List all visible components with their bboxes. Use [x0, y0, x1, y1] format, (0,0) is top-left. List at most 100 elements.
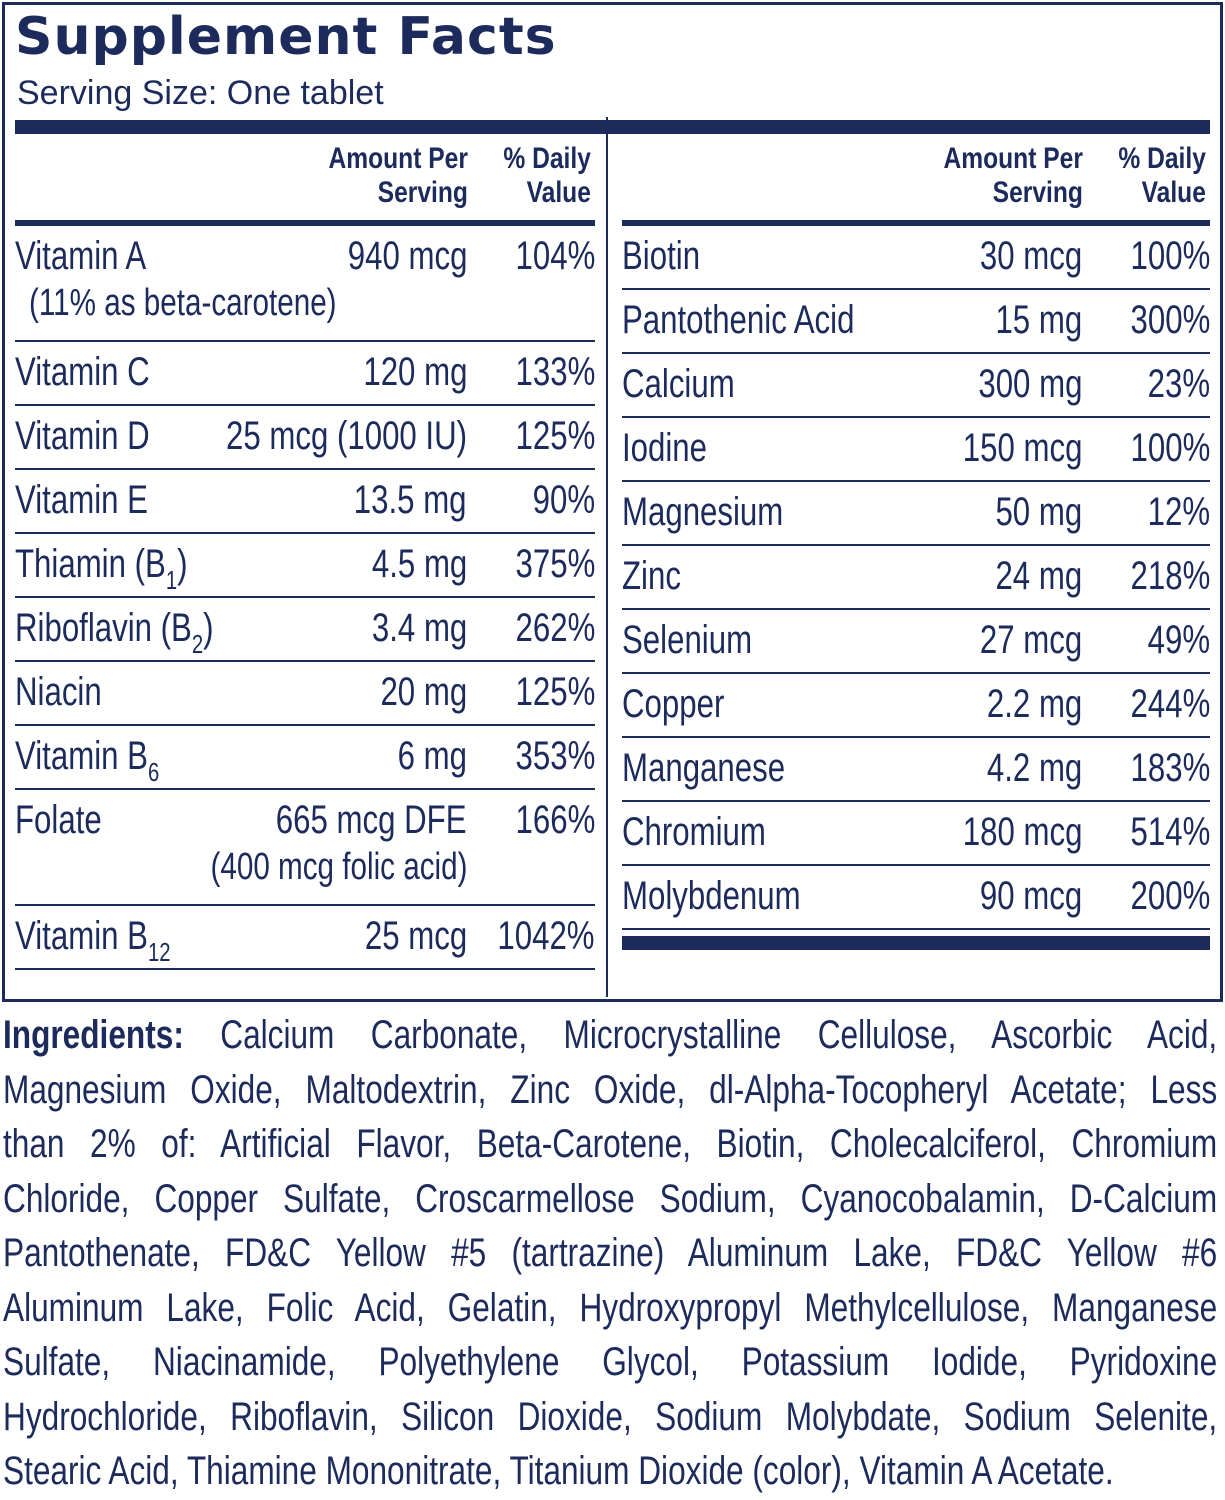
ingredients-line: Sulfate, Niacinamide, Polyethylene Glyco…: [3, 1335, 1217, 1390]
ingredients-line: Chloride, Copper Sulfate, Croscarmellose…: [3, 1172, 1217, 1227]
amount-per-serving: 180 mcg: [962, 810, 1082, 854]
amount-per-serving: 4.5 mg: [371, 542, 467, 586]
nutrient-subscript: 1: [165, 565, 178, 595]
daily-value-percent: 49%: [1147, 618, 1210, 662]
nutrient-name-text: Iodine: [622, 426, 708, 470]
nutrient-name-text: Zinc: [622, 554, 681, 598]
nutrient-name: Selenium: [622, 614, 752, 666]
nutrient-row: Riboflavin (B2) 3.4 mg 262%: [15, 598, 595, 662]
header-rule: [622, 220, 1210, 226]
daily-value-percent: 262%: [515, 606, 595, 650]
amount-per-serving: 665 mcg DFE: [276, 798, 467, 842]
nutrient-name-text: Molybdenum: [622, 874, 801, 918]
amount-per-serving: 6 mg: [397, 734, 467, 778]
daily-value-percent: 200%: [1130, 874, 1210, 918]
column-divider: [606, 117, 608, 997]
supplement-facts-panel: [2, 2, 1223, 1002]
amount-per-serving: 24 mg: [995, 554, 1082, 598]
amount-per-serving: 940 mcg: [347, 234, 467, 278]
nutrient-row: Vitamin E 13.5 mg 90%: [15, 470, 595, 534]
top-divider-bar: [15, 120, 1210, 134]
nutrient-name: Vitamin B6: [15, 730, 160, 787]
nutrient-name-text: Magnesium: [622, 490, 784, 534]
nutrient-name-text: Folate: [15, 798, 102, 842]
nutrient-name: Thiamin (B1): [15, 538, 188, 595]
nutrient-name: Vitamin A: [15, 230, 146, 282]
nutrient-row: Vitamin D 25 mcg (1000 IU) 125%: [15, 406, 595, 470]
daily-value-percent: 353%: [515, 734, 595, 778]
nutrient-name: Iodine: [622, 422, 707, 474]
amount-per-serving: 30 mcg: [979, 234, 1082, 278]
ingredients-statement: Ingredients: Calcium Carbonate, Microcry…: [3, 1008, 1218, 1499]
nutrient-name-text: Thiamin (B: [15, 542, 166, 586]
nutrient-name: Zinc: [622, 550, 681, 602]
nutrient-row: Iodine 150 mcg 100%: [622, 418, 1210, 482]
ingredients-text: Magnesium Oxide, Maltodextrin, Zinc Oxid…: [3, 1067, 1218, 1112]
nutrient-name-text: Niacin: [15, 670, 102, 714]
ingredients-text: Pantothenate, FD&C Yellow #5 (tartrazine…: [3, 1231, 1218, 1275]
nutrient-row: Calcium 300 mg 23%: [622, 354, 1210, 418]
nutrient-row: Copper 2.2 mg 244%: [622, 674, 1210, 738]
daily-value-percent: 514%: [1130, 810, 1210, 854]
header-rule: [15, 220, 595, 226]
daily-value-percent: 244%: [1130, 682, 1210, 726]
nutrient-name-text: Vitamin B: [15, 734, 148, 778]
nutrient-note: (400 mcg folic acid): [210, 846, 467, 888]
ingredients-text: Chloride, Copper Sulfate, Croscarmellose…: [3, 1176, 1218, 1221]
ingredients-text: Stearic Acid, Thiamine Mononitrate, Tita…: [3, 1449, 1114, 1493]
right-column-header: Amount Per Serving % Daily Value: [728, 134, 1210, 220]
ingredients-text: Hydrochloride, Riboflavin, Silicon Dioxi…: [3, 1394, 1218, 1439]
daily-value-percent: 375%: [515, 542, 595, 586]
daily-value-percent: 104%: [515, 234, 595, 278]
nutrient-name: Vitamin E: [15, 474, 148, 526]
nutrient-name: Vitamin B12: [15, 910, 171, 967]
daily-value-percent: 125%: [515, 414, 595, 458]
daily-value-percent: 90%: [532, 478, 595, 522]
nutrient-row: Biotin 30 mcg 100%: [622, 226, 1210, 290]
nutrient-name-text: Calcium: [622, 362, 735, 406]
amount-per-serving: 50 mg: [995, 490, 1082, 534]
amount-per-serving: 4.2 mg: [986, 746, 1082, 790]
page-title: Supplement Facts: [15, 7, 557, 67]
nutrient-name-text: Selenium: [622, 618, 753, 662]
amount-per-serving-header: Amount Per Serving: [943, 142, 1083, 209]
amount-per-serving: 25 mcg: [364, 914, 467, 958]
amount-per-serving-header: Amount Per Serving: [328, 142, 468, 209]
ingredients-label: Ingredients:: [3, 1013, 184, 1057]
nutrient-name-text: Vitamin C: [15, 350, 150, 394]
nutrient-name-text: Copper: [622, 682, 725, 726]
daily-value-percent: 166%: [515, 798, 595, 842]
amount-per-serving: 120 mg: [362, 350, 467, 394]
ingredients-line: Aluminum Lake, Folic Acid, Gelatin, Hydr…: [3, 1281, 1217, 1336]
ingredients-line: Hydrochloride, Riboflavin, Silicon Dioxi…: [3, 1390, 1217, 1445]
ingredients-line: Stearic Acid, Thiamine Mononitrate, Tita…: [3, 1444, 1217, 1499]
left-nutrient-list: Vitamin A 940 mcg 104% (11% as beta-caroten…: [15, 226, 595, 970]
nutrient-row: Vitamin B6 6 mg 353%: [15, 726, 595, 790]
nutrient-row: Molybdenum 90 mcg 200%: [622, 866, 1210, 930]
nutrient-name-text: Biotin: [622, 234, 701, 278]
nutrient-name: Riboflavin (B2): [15, 602, 214, 659]
amount-per-serving: 150 mcg: [962, 426, 1082, 470]
nutrient-row: Niacin 20 mg 125%: [15, 662, 595, 726]
nutrient-subscript: 6: [147, 757, 160, 787]
nutrient-name: Copper: [622, 678, 724, 730]
nutrient-row: Vitamin B12 25 mcg 1042%: [15, 906, 595, 970]
amount-per-serving: 15 mg: [995, 298, 1082, 342]
daily-value-percent: 133%: [515, 350, 595, 394]
daily-value-header: % Daily Value: [503, 142, 591, 209]
nutrient-row: Magnesium 50 mg 12%: [622, 482, 1210, 546]
nutrient-row: Zinc 24 mg 218%: [622, 546, 1210, 610]
nutrient-row: Chromium 180 mcg 514%: [622, 802, 1210, 866]
nutrient-name: Magnesium: [622, 486, 783, 538]
amount-per-serving: 25 mcg (1000 IU): [225, 414, 467, 458]
nutrient-name-text: Pantothenic Acid: [622, 298, 855, 342]
nutrient-row: Vitamin A 940 mcg 104% (11% as beta-caroten…: [15, 226, 595, 342]
daily-value-percent: 183%: [1130, 746, 1210, 790]
left-nutrient-column: Amount Per Serving % Daily Value Vitamin…: [15, 134, 595, 970]
nutrient-name: Biotin: [622, 230, 700, 282]
daily-value-percent: 12%: [1147, 490, 1210, 534]
daily-value-percent: 300%: [1130, 298, 1210, 342]
nutrient-name: Calcium: [622, 358, 735, 410]
nutrient-subscript: 2: [191, 629, 204, 659]
nutrient-name-text: Manganese: [622, 746, 786, 790]
